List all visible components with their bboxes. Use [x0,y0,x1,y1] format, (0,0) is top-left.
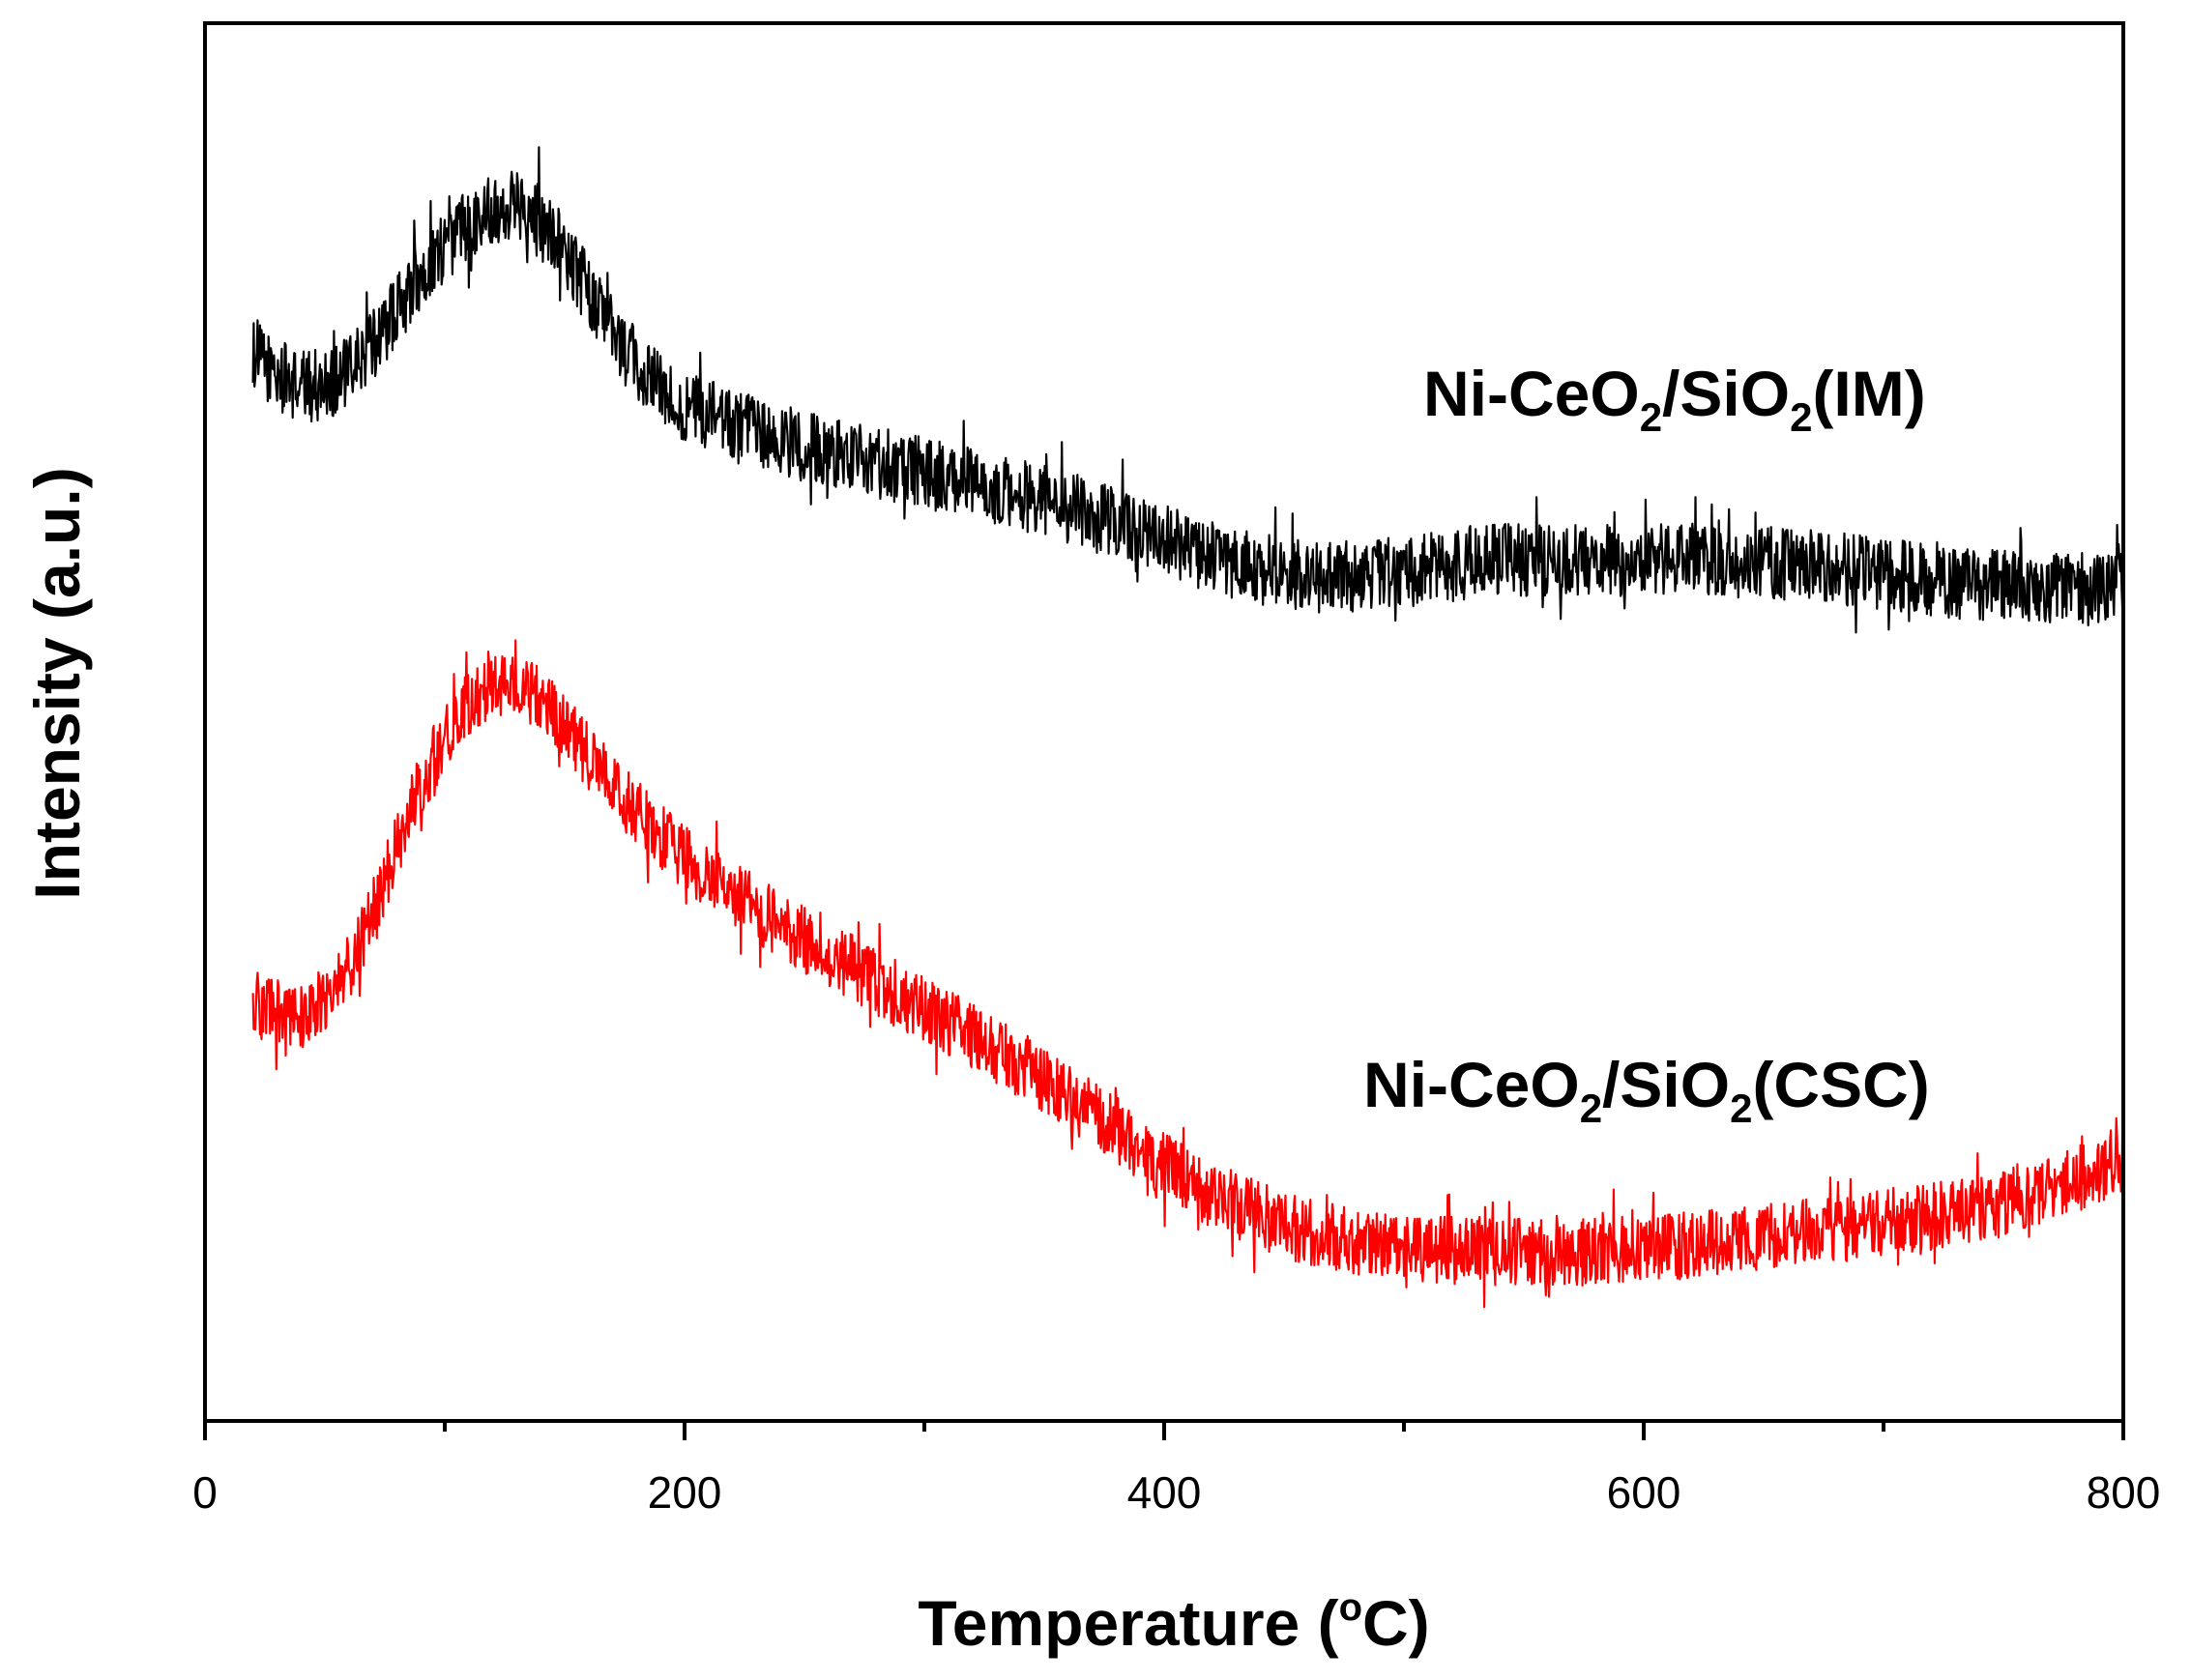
series-label-csc-subscript-1: 2 [1580,1086,1602,1131]
x-axis-title-prefix: Temperature ( [918,1587,1338,1659]
series-line-csc [251,639,2125,1309]
x-tick-label: 600 [1607,1467,1681,1518]
x-axis-title-suffix: C) [1362,1587,1430,1659]
y-axis-title: Intensity (a.u.) [21,467,93,899]
x-tick-label: 800 [2087,1467,2161,1518]
series-label-im-part-1: Ni-CeO [1423,358,1640,429]
series-label-csc-part-2: /SiO [1602,1049,1730,1120]
series-line-im [251,146,2125,634]
x-tick-label: 200 [648,1467,722,1518]
series-label-im: Ni-CeO2/SiO2(IM) [1423,358,1926,440]
series-label-csc-subscript-2: 2 [1730,1086,1752,1131]
series-label-im-subscript-1: 2 [1640,394,1662,440]
series-label-im-subscript-2: 2 [1790,394,1812,440]
x-axis-title: Temperature (oC) [918,1586,1429,1659]
x-tick-label: 400 [1127,1467,1202,1518]
x-tick-label: 0 [192,1467,218,1518]
series-layer [251,146,2125,1309]
series-label-csc-part-3: (CSC) [1752,1049,1929,1120]
series-label-csc: Ni-CeO2/SiO2(CSC) [1363,1049,1930,1131]
x-axis: 0 200 400 600 800 [192,1421,2160,1518]
degree-sign: o [1339,1586,1362,1629]
series-label-csc-part-1: Ni-CeO [1363,1049,1580,1120]
series-label-im-part-2: /SiO [1662,358,1790,429]
series-label-im-part-3: (IM) [1812,358,1925,429]
